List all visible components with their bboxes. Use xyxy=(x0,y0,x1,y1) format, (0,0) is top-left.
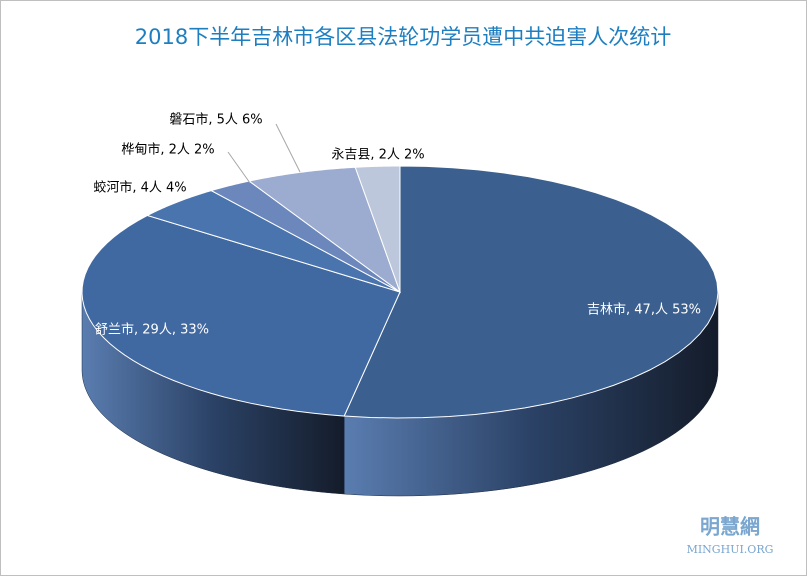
data-label: 永吉县, 2人 2% xyxy=(331,148,424,163)
slice xyxy=(209,180,401,293)
data-label: 舒兰市, 29人, 33% xyxy=(95,322,209,338)
slice xyxy=(343,165,719,419)
data-label: 吉林市, 47,人 53% xyxy=(587,302,701,318)
watermark-logo: 明慧網 xyxy=(700,515,760,539)
leader-line xyxy=(227,151,251,184)
data-label: 磐石市, 5人 6% xyxy=(169,112,262,128)
slice xyxy=(247,166,402,294)
data-label: 桦甸市, 2人 2% xyxy=(121,142,214,158)
tops xyxy=(81,165,719,419)
chart-title: 2018下半年吉林市各区县法轮功学员遭中共迫害人次统计 xyxy=(135,25,671,49)
data-label: 蛟河市, 4人 4% xyxy=(93,180,186,196)
watermark-site: MINGHUI.ORG xyxy=(687,543,774,556)
slice xyxy=(146,190,401,293)
slice xyxy=(81,214,401,417)
leader-line xyxy=(275,123,301,173)
slice xyxy=(354,165,401,293)
